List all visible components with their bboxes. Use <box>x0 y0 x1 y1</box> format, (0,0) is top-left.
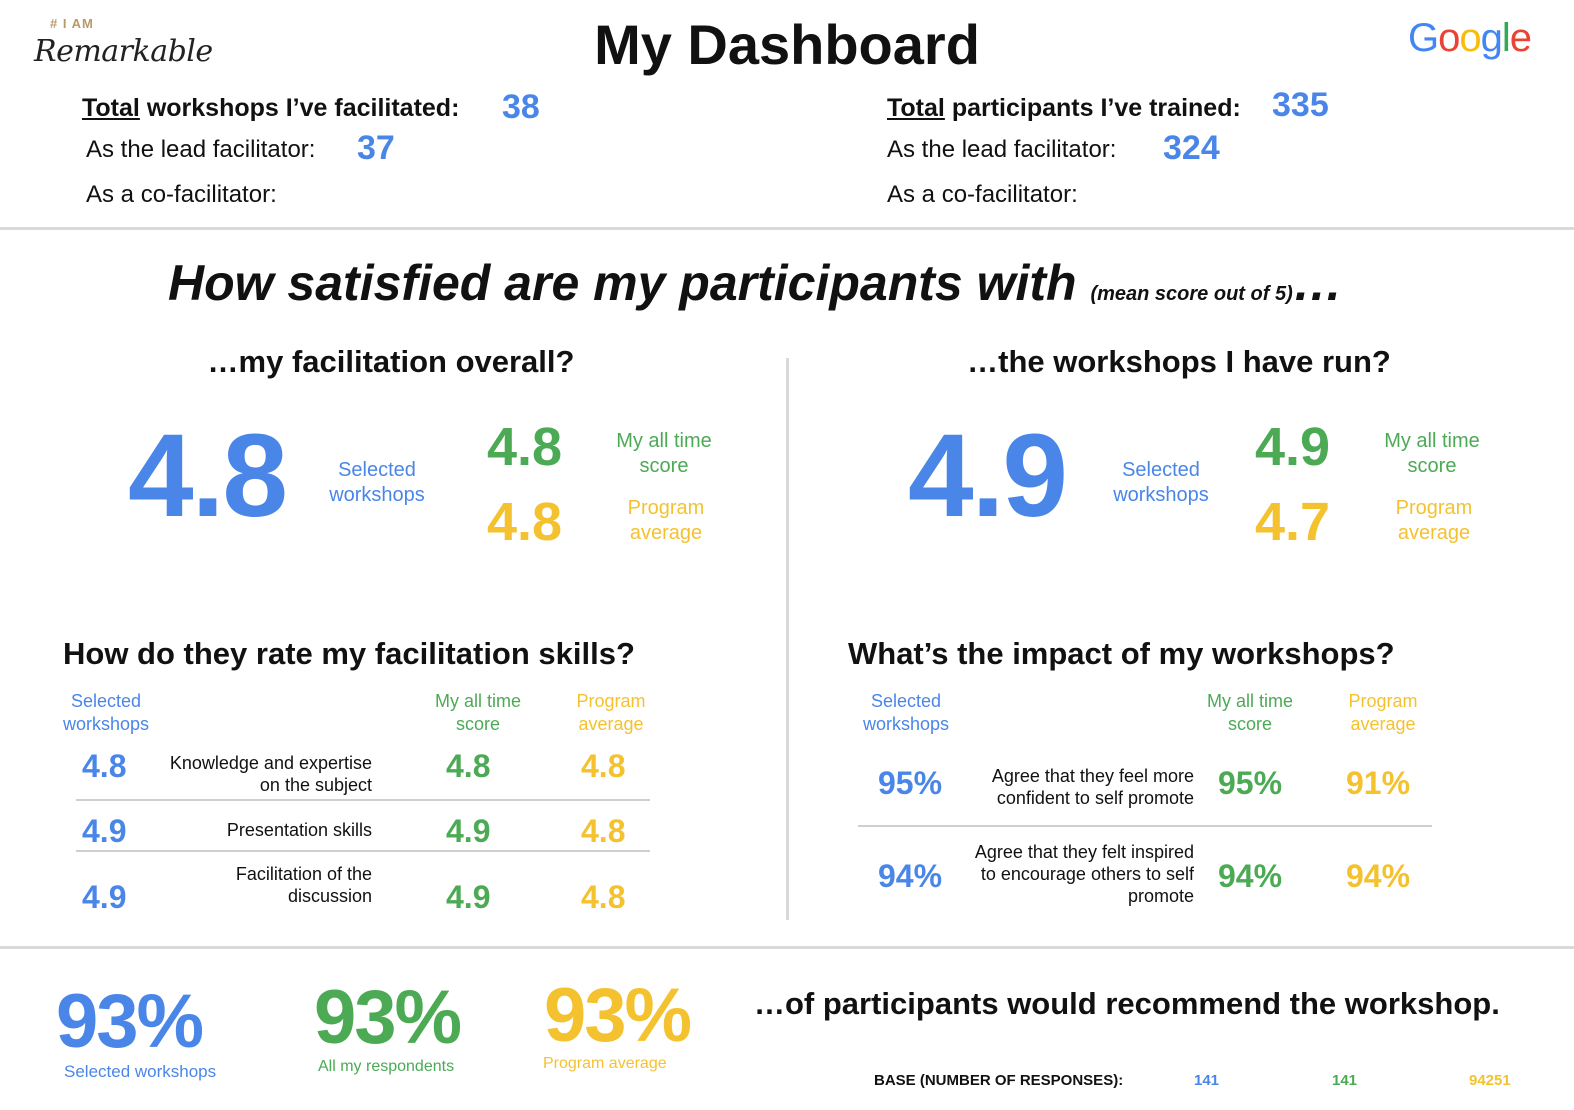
impact-row-label: Agree that they felt inspired to encoura… <box>974 842 1194 906</box>
impact-col-program: Program average <box>1348 691 1418 734</box>
skills-row-selected: 4.9 <box>82 813 127 849</box>
total-underlined: Total <box>82 94 140 122</box>
logo-script: Remarkable <box>34 34 213 69</box>
skills-row-label: Knowledge and expertise on the subject <box>169 753 372 795</box>
participants-co-label: As a co-facilitator: <box>887 181 1078 208</box>
skills-row-label: Presentation skills <box>226 820 372 840</box>
facilitation-alltime-score: 4.8 <box>487 417 563 477</box>
recommend-program-value: 93% <box>544 973 692 1058</box>
impact-row-label: Agree that they feel more confident to s… <box>991 766 1194 808</box>
workshops-alltime-label: My all time score <box>1384 430 1480 477</box>
skills-row-selected: 4.9 <box>82 879 127 915</box>
base-label: BASE (NUMBER OF RESPONSES): <box>874 1072 1124 1089</box>
facilitation-program-score: 4.8 <box>487 492 563 552</box>
skills-row-divider <box>76 850 650 852</box>
google-letter: G <box>1408 16 1439 60</box>
skills-row-program: 4.8 <box>581 748 626 784</box>
facilitation-selected-score: 4.8 <box>128 410 288 542</box>
impact-row-selected: 94% <box>878 858 943 894</box>
recommend-selected-value: 93% <box>56 979 204 1064</box>
total-workshops-value: 38 <box>502 88 540 126</box>
participants-lead-value: 324 <box>1163 129 1220 167</box>
skills-row-alltime: 4.9 <box>446 879 491 915</box>
impact-col-alltime: My all time score <box>1206 691 1293 734</box>
google-letter: e <box>1509 16 1532 60</box>
google-letter: o <box>1438 16 1460 60</box>
google-letter: l <box>1501 16 1511 60</box>
skills-col-program: Program average <box>576 691 646 734</box>
impact-heading: What’s the impact of my workshops? <box>848 636 1395 671</box>
satisfaction-heading-note: (mean score out of 5) <box>1090 283 1293 305</box>
google-logo: Google <box>1408 16 1532 61</box>
impact-row-selected: 95% <box>878 765 943 801</box>
total-workshops-text: workshops I’ve facilitated: <box>139 94 460 122</box>
header-divider <box>0 227 1574 230</box>
facilitation-program-label: Program average <box>627 497 705 544</box>
total-participants-label: Total participants I’ve trained: <box>887 94 1241 123</box>
workshops-question: …the workshops I have run? <box>967 344 1391 379</box>
skills-row-divider <box>76 799 650 801</box>
satisfaction-heading-ellipsis: … <box>1292 255 1343 311</box>
facilitation-question: …my facilitation overall? <box>207 344 575 379</box>
recommend-selected-label: Selected workshops <box>64 1062 217 1081</box>
base-program: 94251 <box>1469 1072 1511 1089</box>
lead-facilitator-label: As the lead facilitator: <box>86 136 316 163</box>
base-selected: 141 <box>1194 1072 1220 1089</box>
impact-row-alltime: 94% <box>1218 858 1283 894</box>
base-all: 141 <box>1332 1072 1358 1089</box>
google-letter: o <box>1459 16 1481 60</box>
impact-row-divider <box>858 825 1432 827</box>
lead-facilitator-value: 37 <box>357 129 395 167</box>
workshops-selected-score: 4.9 <box>908 410 1068 542</box>
co-facilitator-label: As a co-facilitator: <box>86 181 277 208</box>
workshops-program-score: 4.7 <box>1255 492 1331 552</box>
workshops-selected-label: Selected workshops <box>1113 459 1209 506</box>
page-title: My Dashboard <box>594 13 980 76</box>
skills-col-selected: Selected workshops <box>62 691 150 734</box>
facilitation-selected-label: Selected workshops <box>329 459 425 506</box>
skills-row-program: 4.8 <box>581 813 626 849</box>
footer-divider <box>0 946 1574 949</box>
skills-row-program: 4.8 <box>581 879 626 915</box>
total-underlined: Total <box>887 94 945 122</box>
remarkable-logo: # I AM Remarkable <box>34 14 214 74</box>
logo-tag: # I AM <box>50 16 94 31</box>
total-workshops-label: Total workshops I’ve facilitated: <box>82 94 459 123</box>
skills-row-label: Facilitation of the discussion <box>235 864 372 906</box>
participants-lead-label: As the lead facilitator: <box>887 136 1117 163</box>
workshops-program-label: Program average <box>1395 497 1473 544</box>
impact-row-program: 91% <box>1346 765 1411 801</box>
impact-row-alltime: 95% <box>1218 765 1283 801</box>
satisfaction-heading: How satisfied are my participants with (… <box>168 254 1343 312</box>
recommend-all-label: All my respondents <box>318 1058 455 1075</box>
impact-row-program: 94% <box>1346 858 1411 894</box>
skills-row-selected: 4.8 <box>82 748 127 784</box>
recommend-program-label: Program average <box>543 1055 667 1072</box>
skills-col-alltime: My all time score <box>434 691 521 734</box>
workshops-alltime-score: 4.9 <box>1255 417 1331 477</box>
total-participants-text: participants I’ve trained: <box>944 94 1241 122</box>
skills-row-alltime: 4.9 <box>446 813 491 849</box>
recommend-text: …of participants would recommend the wor… <box>754 986 1500 1021</box>
facilitation-alltime-label: My all time score <box>616 430 712 477</box>
skills-heading: How do they rate my facilitation skills? <box>63 636 635 671</box>
satisfaction-heading-text: How satisfied are my participants with <box>168 255 1091 311</box>
total-participants-value: 335 <box>1272 86 1329 124</box>
skills-row-alltime: 4.8 <box>446 748 491 784</box>
recommend-all-value: 93% <box>314 975 462 1060</box>
impact-col-selected: Selected workshops <box>862 691 950 734</box>
center-divider <box>786 358 789 920</box>
google-letter: g <box>1480 16 1503 60</box>
